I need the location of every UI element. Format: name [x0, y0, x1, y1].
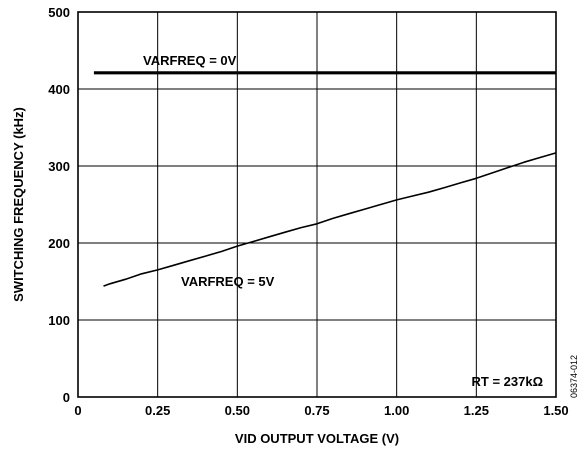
figure-id: 06374-012 [569, 355, 579, 398]
series-label-varfreq-0v: VARFREQ = 0V [143, 53, 237, 68]
y-tick-label: 300 [48, 159, 70, 174]
x-tick-label: 1.50 [543, 403, 568, 418]
grid [78, 12, 556, 397]
x-tick-label: 0.50 [225, 403, 250, 418]
y-tick-label: 0 [63, 390, 70, 405]
series-line-1 [103, 152, 557, 287]
y-tick-label: 500 [48, 5, 70, 20]
x-tick-labels: 0 0.25 0.50 0.75 1.00 1.25 1.50 [74, 403, 568, 418]
series-label-varfreq-5v: VARFREQ = 5V [181, 274, 275, 289]
y-tick-label: 400 [48, 82, 70, 97]
x-tick-label: 1.00 [384, 403, 409, 418]
y-tick-label: 200 [48, 236, 70, 251]
y-axis-title: SWITCHING FREQUENCY (kHz) [11, 107, 26, 302]
x-axis-title: VID OUTPUT VOLTAGE (V) [235, 431, 399, 446]
y-tick-label: 100 [48, 313, 70, 328]
plot-frame [77, 11, 557, 398]
y-tick-labels: 0 100 200 300 400 500 [48, 5, 70, 405]
series-lines [93, 71, 557, 287]
x-tick-label: 1.25 [464, 403, 489, 418]
x-tick-label: 0.25 [145, 403, 170, 418]
x-tick-label: 0 [74, 403, 81, 418]
x-tick-label: 0.75 [304, 403, 329, 418]
annotation-rt: RT = 237kΩ [472, 374, 544, 389]
